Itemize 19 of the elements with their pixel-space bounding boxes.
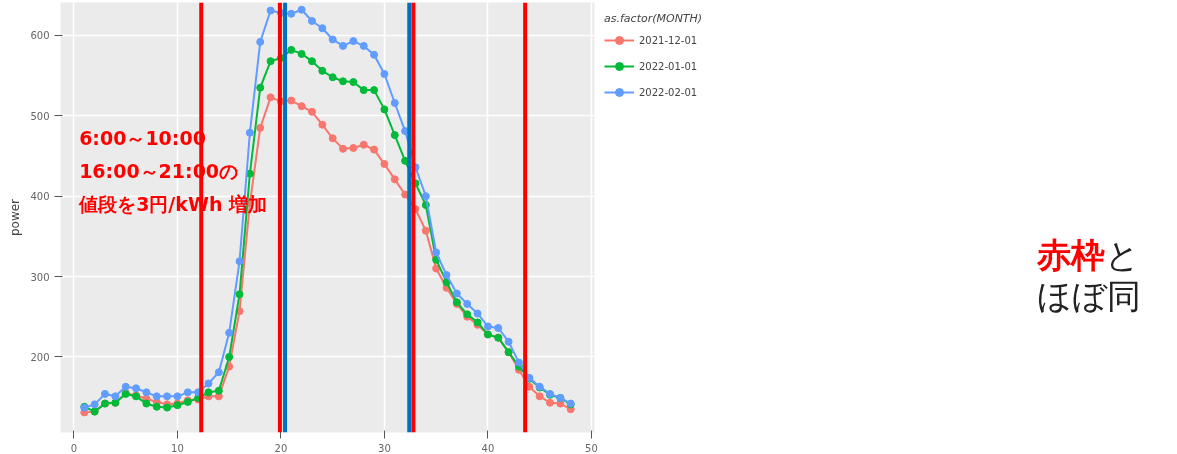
x-tick-label: 30 [378, 442, 391, 454]
y-tick-label: 600 [30, 30, 50, 42]
y-tick-label: 500 [30, 110, 50, 122]
x-tick-label: 20 [274, 442, 288, 454]
x-tick-label: 0 [70, 442, 78, 454]
text: と [1105, 235, 1140, 275]
y-tick-label: 300 [30, 271, 50, 283]
text: 赤枠 [1037, 235, 1105, 275]
text: ほぼ同 [1037, 275, 1141, 316]
legend-label: 2022-01-01 [639, 60, 698, 72]
legend-label: 2022-02-01 [639, 86, 698, 98]
x-tick-label: 50 [585, 442, 598, 454]
y-tick-label: 400 [30, 191, 50, 203]
legend-title: as.factor(MONTH) [604, 12, 703, 25]
x-tick-label: 40 [481, 442, 495, 454]
legend-label: 2021-12-01 [639, 34, 698, 46]
y-axis-title: power [8, 198, 23, 237]
x-tick-label: 10 [171, 442, 184, 454]
y-tick-label: 200 [30, 351, 50, 363]
